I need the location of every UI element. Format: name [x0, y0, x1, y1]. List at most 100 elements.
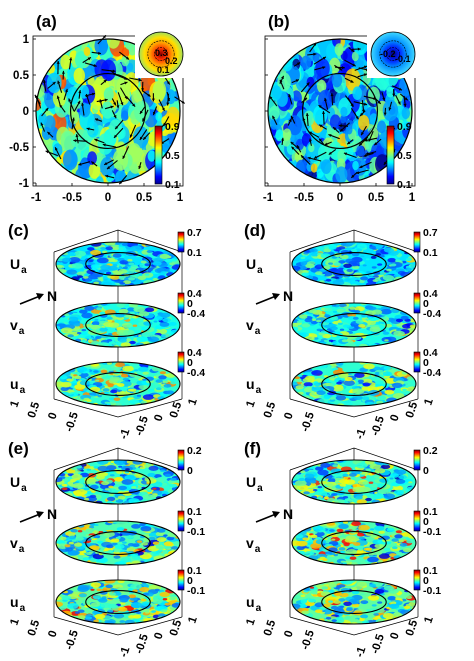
- arrow-head: [77, 100, 81, 104]
- heatmap-cell: [309, 248, 318, 253]
- heatmap-cell: [161, 143, 170, 153]
- inset-contour-label: -0.1: [395, 54, 411, 64]
- panel-label: (b): [268, 12, 290, 31]
- heatmap-cell: [362, 264, 367, 267]
- arrow-head: [363, 65, 368, 69]
- heatmap-cell: [112, 264, 118, 267]
- x-axis-tick-label: 0: [388, 413, 401, 423]
- arrow-head: [383, 161, 387, 165]
- arrow-head: [398, 87, 402, 91]
- colorbar-tick-label: 0.7: [423, 227, 438, 239]
- arrow-head: [363, 73, 367, 77]
- heatmap-cell: [315, 271, 323, 276]
- heatmap-cell: [128, 277, 136, 281]
- heatmap-cell: [375, 253, 381, 256]
- heatmap-cell: [67, 603, 79, 609]
- heatmap-cell: [378, 530, 385, 534]
- heatmap-cell: [352, 86, 363, 100]
- heatmap-cell: [88, 259, 94, 262]
- heatmap-cell: [118, 379, 123, 382]
- inset-disk: [138, 31, 184, 77]
- heatmap-cell: [88, 551, 94, 554]
- arrow-head: [56, 61, 60, 64]
- velocity-arrows: [269, 42, 409, 179]
- heatmap-cell: [167, 551, 173, 554]
- heatmap-cell: [164, 258, 173, 263]
- heatmap-cell: [408, 481, 413, 484]
- heatmap-cell: [360, 255, 365, 258]
- arrow-head: [126, 56, 130, 60]
- heatmap-cell: [79, 380, 90, 386]
- heatmap-cell: [103, 278, 108, 281]
- heatmap-cell: [147, 388, 155, 392]
- colorbar-tick-label: -0.1: [187, 526, 205, 538]
- heatmap-cell: [352, 388, 365, 395]
- heatmap-cell: [310, 391, 316, 394]
- box-edge: [53, 616, 183, 636]
- layer-inner-boundary: [85, 590, 151, 614]
- x-axis-tick-label: 1: [186, 615, 200, 625]
- north-arrow-shaft: [255, 513, 277, 523]
- x-tick-label: 0: [105, 192, 111, 204]
- heatmap-cell: [358, 536, 366, 541]
- y-axis-tick-label: 0.5: [262, 618, 279, 637]
- arrow-head: [328, 134, 332, 137]
- heatmap-cell: [405, 486, 416, 493]
- heatmap-cell: [118, 465, 123, 468]
- heatmap-cell: [74, 542, 83, 547]
- arrow-head: [163, 122, 167, 126]
- x-axis-tick-label: 0: [152, 631, 165, 641]
- heatmap-cell: [382, 613, 395, 619]
- heatmap-cell: [90, 588, 95, 591]
- heatmap-cell: [338, 337, 343, 340]
- box-edge: [289, 616, 419, 636]
- arrow-head: [356, 171, 360, 175]
- colorbar-tick-label: 0.4: [423, 347, 438, 359]
- heatmap-cell: [99, 327, 108, 332]
- x-axis-tick-label: -0.5: [133, 632, 151, 655]
- heatmap-cell: [118, 269, 128, 274]
- heatmap-cell: [323, 474, 333, 479]
- heatmap-cell: [126, 324, 133, 328]
- heatmap-cell: [328, 478, 336, 482]
- heatmap-cell: [320, 330, 327, 334]
- heatmap-cell: [375, 372, 380, 375]
- heatmap-cell: [329, 529, 335, 532]
- heatmap-cell: [93, 370, 99, 373]
- arrow-head: [71, 117, 75, 121]
- heatmap-cell: [315, 466, 324, 471]
- box-edge: [289, 398, 419, 418]
- heatmap-cell: [86, 468, 92, 471]
- arrow-head: [343, 152, 348, 156]
- heatmap-cell: [117, 383, 125, 387]
- heatmap-cell: [374, 543, 384, 549]
- heatmap-cell: [152, 80, 167, 100]
- heatmap-cell: [351, 324, 356, 327]
- heatmap-cell: [392, 612, 403, 617]
- heatmap-cell: [134, 326, 142, 331]
- heatmap-cell: [387, 258, 397, 263]
- heatmap-cell: [362, 396, 370, 401]
- heatmap-cell: [358, 324, 366, 328]
- arrow-head: [56, 95, 60, 99]
- heatmap-cell: [134, 369, 139, 372]
- x-axis-tick-label: -0.5: [369, 414, 387, 437]
- arrow-head: [181, 100, 185, 104]
- heatmap-cell: [358, 114, 370, 131]
- x-axis-tick-label: 0.5: [168, 618, 185, 637]
- arrow-head: [350, 79, 354, 83]
- heatmap-cell: [345, 388, 351, 392]
- arrow-head: [288, 118, 292, 122]
- heatmap-cell: [74, 250, 86, 257]
- heatmap-cell: [349, 556, 357, 560]
- colorbar-tick-label: -0.1: [187, 585, 205, 597]
- heatmap-cell: [160, 609, 168, 613]
- heatmap-cell: [145, 611, 150, 614]
- heatmap-cell: [92, 338, 98, 341]
- heatmap-cell: [317, 486, 323, 489]
- heatmap-cell: [134, 376, 141, 380]
- north-arrow-label: N: [47, 288, 57, 304]
- heatmap-cell: [84, 305, 95, 311]
- heatmap-speckle: [56, 521, 180, 565]
- colorbar-tick-label: 0.9: [165, 121, 180, 133]
